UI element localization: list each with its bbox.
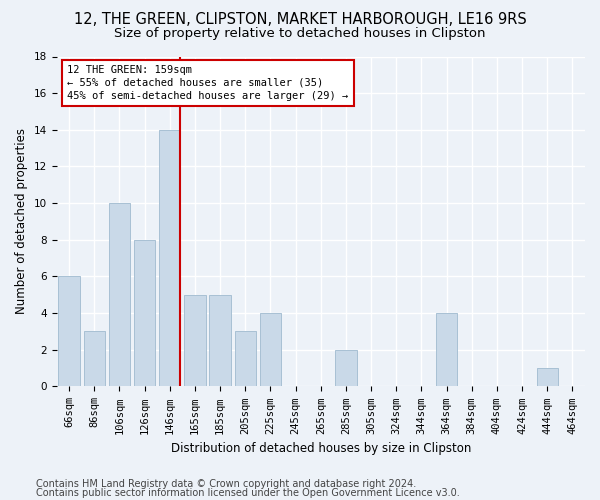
Bar bbox=[335, 350, 356, 387]
Bar bbox=[260, 313, 281, 386]
Text: Contains public sector information licensed under the Open Government Licence v3: Contains public sector information licen… bbox=[36, 488, 460, 498]
Text: Size of property relative to detached houses in Clipston: Size of property relative to detached ho… bbox=[114, 28, 486, 40]
Bar bbox=[83, 332, 105, 386]
Text: Contains HM Land Registry data © Crown copyright and database right 2024.: Contains HM Land Registry data © Crown c… bbox=[36, 479, 416, 489]
X-axis label: Distribution of detached houses by size in Clipston: Distribution of detached houses by size … bbox=[170, 442, 471, 455]
Bar bbox=[184, 295, 206, 386]
Bar bbox=[235, 332, 256, 386]
Text: 12, THE GREEN, CLIPSTON, MARKET HARBOROUGH, LE16 9RS: 12, THE GREEN, CLIPSTON, MARKET HARBOROU… bbox=[74, 12, 526, 28]
Bar bbox=[159, 130, 181, 386]
Bar bbox=[209, 295, 231, 386]
Bar bbox=[58, 276, 80, 386]
Bar bbox=[436, 313, 457, 386]
Bar bbox=[134, 240, 155, 386]
Text: 12 THE GREEN: 159sqm
← 55% of detached houses are smaller (35)
45% of semi-detac: 12 THE GREEN: 159sqm ← 55% of detached h… bbox=[67, 64, 349, 101]
Bar bbox=[109, 203, 130, 386]
Y-axis label: Number of detached properties: Number of detached properties bbox=[15, 128, 28, 314]
Bar bbox=[536, 368, 558, 386]
